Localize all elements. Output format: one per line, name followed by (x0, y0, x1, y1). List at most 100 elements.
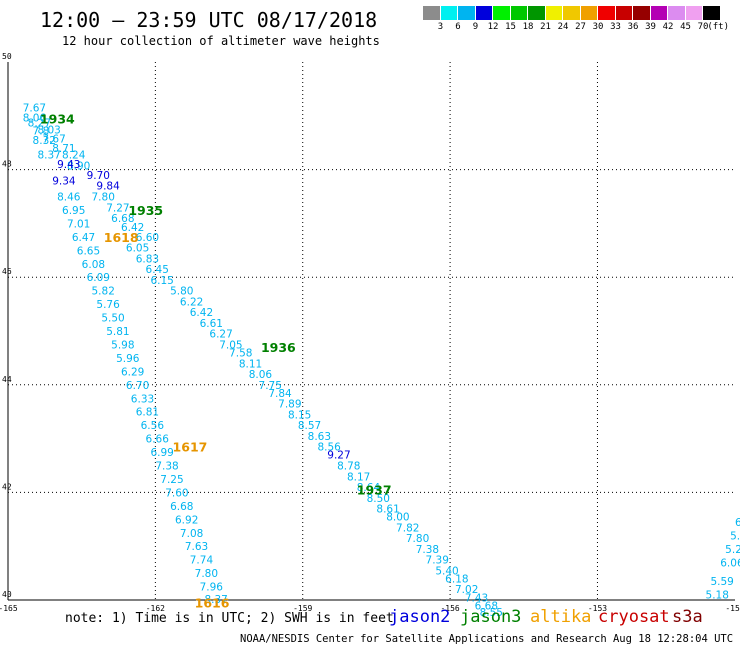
color-scale-tick: 24 (557, 22, 569, 32)
pass-number-label: 1936 (261, 340, 296, 355)
pass-number-label: 1937 (357, 483, 392, 498)
wave-height-value: 5.18 (706, 590, 729, 602)
color-swatch (493, 6, 511, 20)
wave-height-value: 7.74 (190, 555, 214, 567)
wave-height-value: 9.34 (52, 175, 76, 187)
color-swatch (475, 6, 493, 20)
wave-height-value: 6.83 (136, 253, 159, 265)
wave-height-value: 6.92 (175, 514, 198, 526)
color-scale-tick: 30 (592, 22, 604, 32)
wave-height-color-scale: 3 6 9 12 15 18 21 24 27 30 33 36 39 42 45 70 (ft) (423, 6, 729, 34)
wave-height-value: 6.61 (200, 318, 223, 330)
color-scale-labels: 3 6 9 12 15 18 21 24 27 30 33 36 39 42 45 70 (ft) (423, 20, 729, 34)
color-swatch (580, 6, 598, 20)
wave-height-value: 7.89 (278, 399, 301, 411)
wave-height-value: 7.05 (219, 339, 242, 351)
wave-height-value: 8.55 (480, 607, 503, 619)
wave-height-value: 7.80 (406, 533, 429, 545)
wave-height-value: 6.05 (126, 243, 149, 255)
wave-height-value: 6.49 (735, 517, 740, 529)
color-swatch (650, 6, 668, 20)
wave-height-value: 6.42 (121, 222, 144, 234)
wave-height-value: 6.68 (170, 501, 193, 513)
wave-height-value: 7.84 (268, 388, 292, 400)
wave-height-value: 8.03 (37, 124, 60, 136)
color-scale-tick: 36 (627, 22, 639, 32)
pass-number-label: 1616 (195, 596, 230, 611)
color-scale-tick: 45 (680, 22, 691, 32)
wave-height-value: 5.59 (710, 576, 733, 588)
wave-height-value: 5.76 (96, 299, 120, 311)
color-scale-tick: 9 (472, 22, 479, 32)
wave-height-value: 8.63 (308, 431, 331, 443)
wave-height-value: 8.32 (33, 135, 56, 147)
wave-height-value: 6.22 (180, 296, 203, 308)
wave-height-value: 6.47 (72, 232, 95, 244)
color-scale-tick: 27 (575, 22, 586, 32)
wave-height-value: 5.40 (435, 565, 458, 577)
color-swatch (633, 6, 651, 20)
wave-height-value: 6.18 (445, 573, 468, 585)
wave-height-value: 8.17 (347, 471, 370, 483)
wave-height-value: 5.18 (730, 530, 740, 542)
wave-height-value: 8.57 (298, 420, 321, 432)
wave-height-value: 6.60 (136, 232, 159, 244)
latitude-label: 40 (2, 590, 12, 599)
wave-height-value: 8.71 (52, 143, 75, 155)
color-scale-tick: 70 (697, 22, 709, 32)
wave-height-value: 8.15 (288, 409, 311, 421)
wave-height-value: 7.27 (106, 202, 129, 214)
color-scale-tick: 21 (540, 22, 551, 32)
latitude-label: 48 (2, 160, 12, 169)
wave-height-value: 8.37 (37, 150, 60, 162)
wave-height-value: 7.08 (180, 528, 203, 540)
color-swatch (510, 6, 528, 20)
wave-height-value: 8.11 (239, 358, 262, 370)
latitude-label: 50 (2, 52, 12, 61)
wave-height-value: 9.70 (87, 170, 110, 182)
pass-number-label: 1617 (173, 440, 208, 455)
latitude-label: 42 (2, 482, 12, 491)
map-subtitle: 12 hour collection of altimeter wave hei… (62, 34, 380, 48)
color-swatch (703, 6, 721, 20)
wave-height-value: 8.24 (62, 150, 86, 162)
wave-height-value: 5.96 (116, 353, 140, 365)
wave-height-value: 8.78 (337, 461, 360, 473)
wave-height-value: 6.65 (77, 245, 100, 257)
wave-height-value: 6.33 (131, 393, 154, 405)
satellite-legend-item: cryosat (598, 607, 670, 627)
color-swatch (598, 6, 616, 20)
color-scale-tick: 18 (522, 22, 534, 32)
wave-height-value: 8.64 (357, 482, 381, 494)
latitude-label: 44 (2, 375, 12, 384)
pass-number-label: 1935 (128, 203, 163, 218)
wave-height-value: 7.8 (33, 125, 50, 137)
credit-line: NOAA/NESDIS Center for Satellite Applica… (240, 633, 740, 645)
footer-note: note: 1) Time is in UTC; 2) SWH is in fe… (65, 611, 394, 626)
wave-height-value: 6.99 (150, 447, 173, 459)
wave-height-value: 5.80 (170, 286, 193, 298)
wave-height-value: 6.27 (209, 329, 232, 341)
wave-height-value: 6.29 (121, 366, 144, 378)
wave-height-value: 7.60 (165, 487, 188, 499)
wave-height-value: 8.06 (249, 369, 273, 381)
wave-height-value: 6.68 (111, 213, 134, 225)
color-swatch (440, 6, 458, 20)
color-swatch (545, 6, 563, 20)
wave-height-value: 8.56 (317, 442, 341, 454)
color-swatch (528, 6, 546, 20)
color-scale-tick: 15 (505, 22, 516, 32)
wave-height-value: 7.75 (259, 380, 282, 392)
wave-height-value: 7.01 (67, 218, 90, 230)
satellite-legend-item: altika (530, 607, 592, 627)
wave-height-value: 7.80 (92, 192, 115, 204)
wave-height-value: 6.56 (141, 420, 165, 432)
wave-height-value: 6.45 (146, 264, 169, 276)
color-swatch (423, 6, 441, 20)
wave-height-value: 5.27 (725, 544, 740, 556)
wave-height-value: 7.58 (229, 348, 252, 360)
longitude-label: -165 (0, 604, 18, 613)
color-scale-tick: 33 (610, 22, 621, 32)
wave-height-value: 8.37 (204, 594, 227, 606)
